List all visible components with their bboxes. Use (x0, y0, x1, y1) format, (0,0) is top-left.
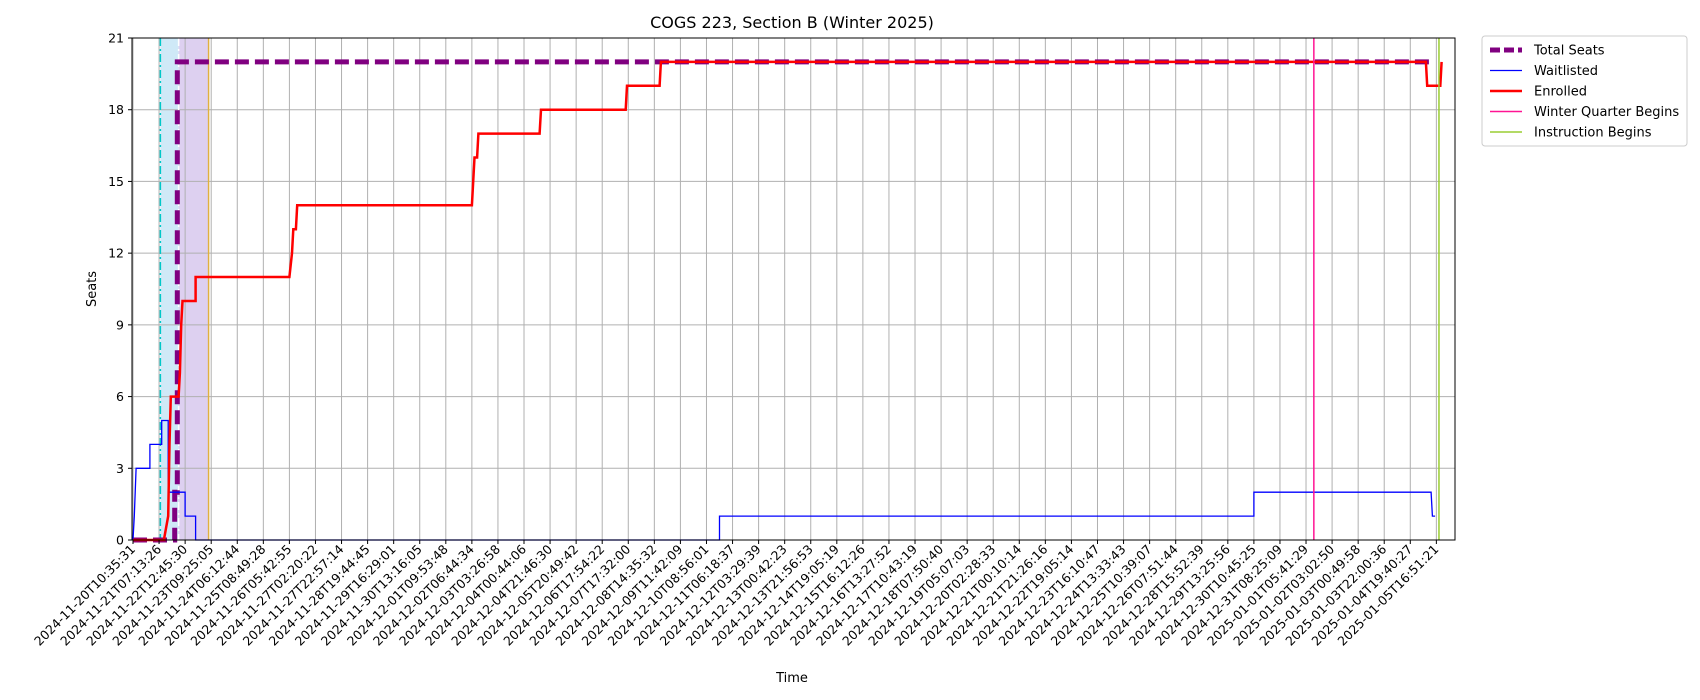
x-axis-label: Time (775, 671, 808, 686)
y-tick-label-6: 18 (108, 102, 124, 117)
y-tick-label-7: 21 (108, 31, 124, 46)
y-tick-label-3: 9 (116, 317, 124, 332)
legend-label-3: Winter Quarter Begins (1534, 105, 1679, 120)
series-lines (132, 38, 1443, 543)
chart-title: COGS 223, Section B (Winter 2025) (650, 13, 934, 32)
series-waitlisted-line (132, 419, 1436, 541)
legend-box (1481, 35, 1688, 147)
y-axis-label: Seats (85, 271, 100, 307)
legend-label-0: Total Seats (1533, 44, 1605, 59)
series-enrolled-line (133, 60, 1443, 542)
legend-label-4: Instruction Begins (1534, 126, 1652, 141)
x-tick-labels: 2024-11-20T10:35:312024-11-21T07:13:2620… (31, 540, 1441, 649)
y-tick-label-0: 0 (116, 533, 124, 548)
axes (131, 37, 1456, 541)
y-tick-label-4: 12 (108, 246, 124, 261)
legend: Total Seats Waitlisted Enrolled Winter Quar… (1481, 35, 1688, 147)
y-tick-label-5: 15 (108, 174, 124, 189)
axes-frame (131, 37, 1456, 541)
shaded-band-1 (178, 38, 209, 540)
y-tick-labels: 0 3 6 9 12 15 18 21 (108, 31, 132, 548)
plot-area (132, 38, 1455, 540)
legend-label-1: Waitlisted (1534, 64, 1598, 79)
shaded-bands (160, 38, 209, 540)
shaded-band-0 (160, 38, 179, 540)
y-tick-label-1: 3 (116, 461, 124, 476)
legend-label-2: Enrolled (1534, 85, 1587, 100)
y-tick-label-2: 6 (116, 389, 124, 404)
plot-background (132, 38, 1455, 540)
